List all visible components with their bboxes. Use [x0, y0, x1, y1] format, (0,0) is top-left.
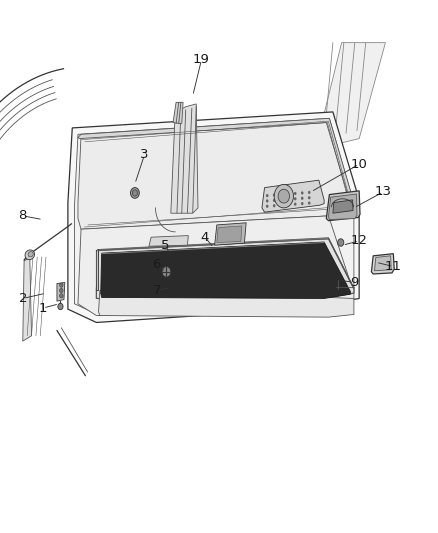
Text: 1: 1: [39, 302, 47, 314]
Circle shape: [294, 197, 297, 200]
Circle shape: [301, 197, 304, 200]
Text: 12: 12: [351, 235, 367, 247]
Polygon shape: [328, 194, 357, 220]
Circle shape: [60, 288, 63, 293]
Text: 2: 2: [18, 292, 27, 305]
Circle shape: [273, 193, 276, 197]
Polygon shape: [78, 216, 354, 316]
Circle shape: [308, 196, 311, 199]
Polygon shape: [23, 257, 32, 341]
Circle shape: [308, 201, 311, 205]
Circle shape: [162, 266, 171, 277]
Polygon shape: [171, 104, 198, 213]
Circle shape: [60, 283, 63, 287]
Polygon shape: [99, 290, 354, 317]
Circle shape: [287, 203, 290, 206]
Circle shape: [301, 191, 304, 195]
Circle shape: [301, 202, 304, 205]
Polygon shape: [173, 102, 183, 124]
Polygon shape: [96, 239, 354, 298]
Text: 10: 10: [351, 158, 367, 171]
Circle shape: [287, 192, 290, 196]
Circle shape: [266, 199, 268, 203]
Polygon shape: [74, 118, 354, 316]
Circle shape: [273, 204, 276, 207]
Circle shape: [280, 198, 283, 201]
Text: 11: 11: [385, 260, 402, 273]
Text: 13: 13: [375, 185, 392, 198]
Circle shape: [338, 239, 344, 246]
Circle shape: [132, 190, 138, 196]
Polygon shape: [315, 43, 385, 149]
Circle shape: [274, 184, 293, 208]
Text: 9: 9: [350, 276, 358, 289]
Circle shape: [266, 205, 268, 208]
Text: 19: 19: [193, 53, 210, 66]
Ellipse shape: [28, 252, 33, 257]
Polygon shape: [374, 256, 391, 271]
Circle shape: [294, 203, 297, 206]
Polygon shape: [78, 118, 354, 204]
Polygon shape: [96, 238, 354, 289]
Text: 4: 4: [201, 231, 209, 244]
Circle shape: [294, 192, 297, 195]
Ellipse shape: [25, 250, 35, 260]
Circle shape: [266, 194, 268, 197]
Polygon shape: [68, 112, 359, 322]
Text: 5: 5: [161, 239, 170, 252]
Circle shape: [287, 198, 290, 201]
Polygon shape: [215, 223, 246, 245]
Polygon shape: [78, 120, 353, 229]
Polygon shape: [371, 254, 394, 274]
Text: 6: 6: [152, 259, 161, 271]
Circle shape: [280, 204, 283, 207]
Circle shape: [273, 199, 276, 202]
Circle shape: [280, 193, 283, 196]
Circle shape: [278, 189, 290, 203]
Polygon shape: [262, 180, 324, 212]
Polygon shape: [101, 242, 350, 298]
Text: 3: 3: [140, 148, 149, 161]
Circle shape: [131, 188, 139, 198]
Polygon shape: [333, 200, 353, 213]
Polygon shape: [96, 249, 99, 290]
Text: 7: 7: [152, 284, 161, 297]
Circle shape: [308, 191, 311, 194]
Polygon shape: [57, 282, 65, 301]
Circle shape: [60, 294, 63, 298]
Polygon shape: [217, 226, 242, 243]
Circle shape: [58, 303, 63, 310]
Text: 8: 8: [18, 209, 27, 222]
Polygon shape: [326, 191, 360, 221]
Polygon shape: [149, 236, 188, 246]
